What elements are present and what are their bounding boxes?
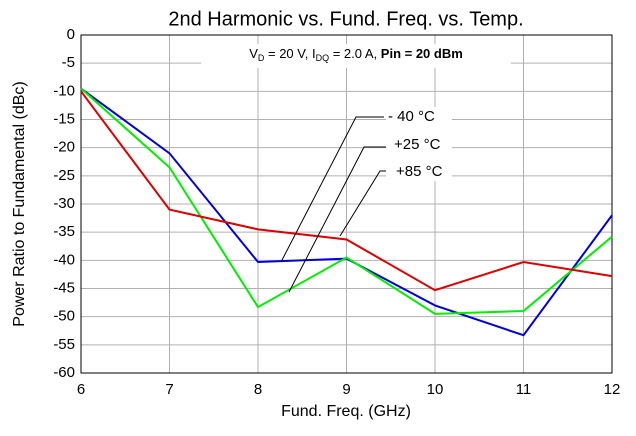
y-tick-label: -60 [53,364,75,381]
y-tick-label: -40 [53,251,75,268]
x-tick-label: 6 [77,381,85,398]
plot-area: 0 -5 -10 -15 -20 -25 -30 -35 -40 -45 -50 -55 -606 7 8 9… [53,26,620,398]
leader-line [280,116,384,263]
y-tick-label: -35 [53,223,75,240]
x-tick-label: 10 [427,381,444,398]
y-tick-label: 0 [67,26,75,43]
y-tick-label: -50 [53,308,75,325]
annotation-box [201,44,511,68]
annotation-part: = 2.0 A, [329,46,381,61]
legend-label: +85 °C [396,163,443,180]
legend-label: +25 °C [394,136,441,153]
y-tick-label: -30 [53,195,75,212]
x-tick-label: 11 [516,381,532,398]
legend-box [386,107,452,181]
series-line [80,87,613,315]
annotation: VD = 20 V, IDQ = 2.0 A, Pin = 20 dBm [249,46,463,63]
y-tick-label: -25 [53,167,75,184]
y-tick-label: -10 [53,82,75,99]
annotation-part: V [249,46,258,61]
x-tick-label: 7 [165,381,173,398]
x-axis-label: Fund. Freq. (GHz) [281,403,411,420]
x-tick-label: 9 [342,381,350,398]
annotation-part: D [258,53,265,63]
annotation-part: DQ [316,53,330,63]
y-tick-label: -55 [53,336,75,353]
y-tick-label: -5 [62,54,75,71]
y-tick-label: -15 [53,110,75,127]
x-tick-label: 8 [254,381,262,398]
leader-line [288,146,392,293]
annotation-part: = 20 V, I [264,46,315,61]
y-tick-label: -45 [53,279,75,296]
y-tick-label: -20 [53,139,75,156]
annotation-part: Pin = 20 dBm [381,46,463,61]
x-tick-label: 12 [604,381,621,398]
y-axis-label: Power Ratio to Fundamental (dBc) [11,81,28,326]
plot-border [80,34,613,374]
legend-label: - 40 °C [388,108,435,125]
chart-title: 2nd Harmonic vs. Fund. Freq. vs. Temp. [168,8,523,30]
series-line [80,90,613,292]
